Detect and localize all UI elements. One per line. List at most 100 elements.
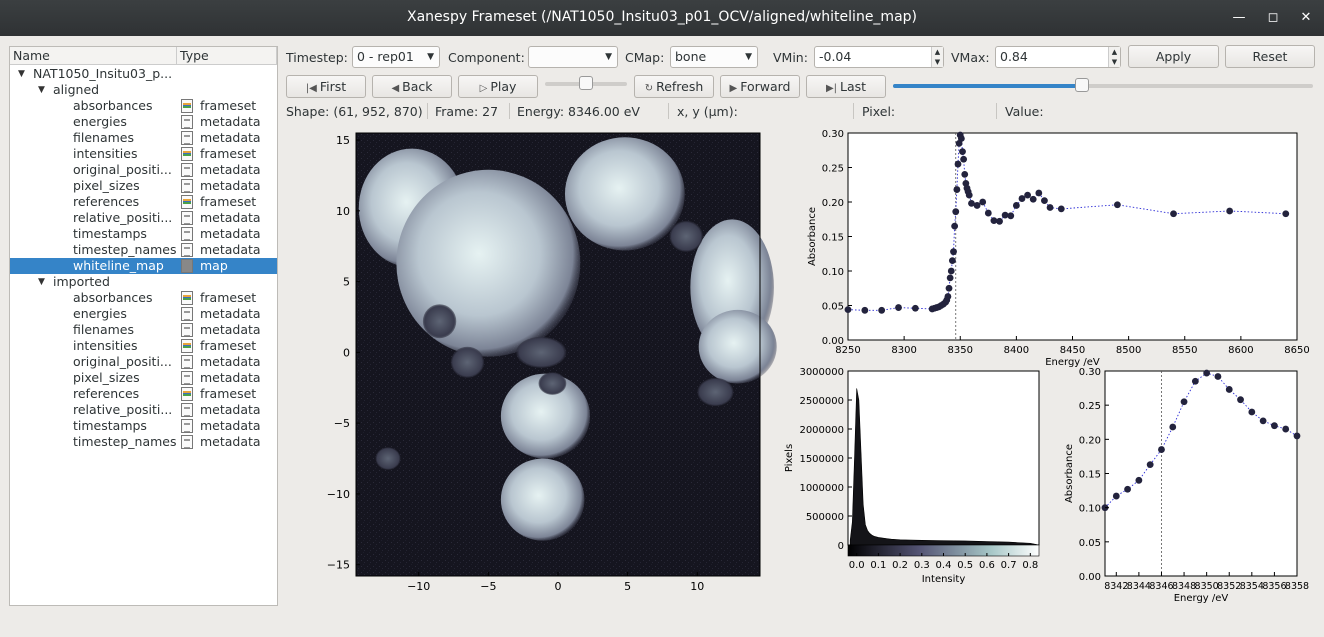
particle — [690, 219, 774, 356]
data-point — [968, 199, 975, 207]
play-button[interactable]: ▷ Play — [458, 75, 538, 98]
expand-arrow-icon[interactable]: ▼ — [38, 85, 45, 95]
cmap-select[interactable]: bone ▼ — [670, 46, 758, 68]
tree-row[interactable]: ▼ aligned — [10, 82, 277, 98]
vmax-spinbox[interactable]: 0.84 ▲ ▼ — [995, 46, 1121, 68]
tree-row[interactable]: ▼ imported — [10, 274, 277, 290]
metadata-icon — [181, 323, 193, 337]
window-title: Xanespy Frameset (/NAT1050_Insitu03_p01_… — [407, 9, 917, 25]
component-select[interactable]: ▼ — [528, 46, 618, 68]
close-icon[interactable]: ✕ — [1300, 10, 1312, 25]
reset-button[interactable]: Reset — [1225, 45, 1315, 68]
metadata-icon — [181, 355, 193, 369]
tree-item-label: original_positi... — [73, 354, 172, 369]
y-tick-label: 0.15 — [822, 233, 844, 244]
maximize-icon[interactable]: ◻ — [1267, 10, 1279, 25]
forward-button[interactable]: ▶ Forward — [720, 75, 800, 98]
tree-row[interactable]: references frameset — [10, 386, 277, 402]
tree-row[interactable]: timestamps metadata — [10, 418, 277, 434]
tree-row[interactable]: original_positi... metadata — [10, 354, 277, 370]
data-point — [1029, 195, 1037, 203]
tree-item-type: metadata — [200, 178, 261, 193]
data-point — [1226, 207, 1234, 215]
x-tick-label: 8500 — [1116, 345, 1141, 356]
y-axis-label: Pixels — [784, 444, 795, 472]
apply-button[interactable]: Apply — [1128, 45, 1219, 68]
colorbar — [847, 544, 1040, 557]
map-background — [356, 133, 760, 576]
vmin-spinbox[interactable]: -0.04 ▲ ▼ — [814, 46, 944, 68]
play-label: Play — [490, 79, 517, 94]
expand-arrow-icon[interactable]: ▼ — [38, 277, 45, 287]
spin-arrows-icon[interactable]: ▲ ▼ — [931, 47, 943, 67]
forward-icon: ▶ — [729, 83, 738, 94]
data-point — [996, 217, 1003, 225]
whiteline-map-plot[interactable]: −10 −5 0 5 10 15 10 5 0 −5 −10 −15 — [327, 132, 777, 593]
tree-row[interactable]: original_positi... metadata — [10, 162, 277, 178]
tree-item-label: NAT1050_Insitu03_p... — [33, 66, 173, 81]
column-header-name[interactable]: Name — [10, 47, 177, 65]
tree-row[interactable]: energies metadata — [10, 306, 277, 322]
cmap-label: CMap: — [625, 50, 665, 65]
last-button[interactable]: ▶| Last — [806, 75, 886, 98]
timestep-select[interactable]: 0 - rep01 ▼ — [352, 46, 440, 68]
speed-slider[interactable] — [545, 76, 627, 90]
data-point — [1101, 504, 1109, 512]
tree-item-label: pixel_sizes — [73, 178, 140, 193]
tree-row[interactable]: pixel_sizes metadata — [10, 370, 277, 386]
data-point — [1024, 191, 1031, 199]
tree-item-type: frameset — [200, 98, 257, 113]
tree-item-label: aligned — [53, 82, 100, 97]
map-y-tick-label: 0 — [343, 346, 350, 359]
tree-item-label: timestep_names — [73, 242, 177, 257]
last-label: Last — [840, 79, 867, 94]
expand-arrow-icon[interactable]: ▼ — [18, 69, 25, 79]
tree-row[interactable]: relative_positi... metadata — [10, 402, 277, 418]
data-point — [1012, 202, 1020, 209]
tree-row[interactable]: filenames metadata — [10, 322, 277, 338]
frame-slider-handle[interactable] — [1075, 78, 1089, 92]
tree-item-label: references — [73, 194, 140, 209]
x-tick-label: 8250 — [835, 345, 860, 356]
tree-item-type: metadata — [200, 434, 261, 449]
tree-row[interactable]: ▼ NAT1050_Insitu03_p... — [10, 66, 277, 82]
tree-row[interactable]: pixel_sizes metadata — [10, 178, 277, 194]
tree-row-selected[interactable]: whiteline_map map — [10, 258, 277, 274]
tree-row[interactable]: absorbances frameset — [10, 290, 277, 306]
last-icon: ▶| — [825, 83, 837, 94]
map-y-tick-label: −5 — [334, 417, 350, 430]
vmax-value: 0.84 — [1000, 49, 1028, 64]
tree-row[interactable]: timestep_names metadata — [10, 434, 277, 450]
tree-item-type: metadata — [200, 226, 261, 241]
data-point — [1170, 210, 1177, 218]
tree-item-type: metadata — [200, 130, 261, 145]
column-header-type[interactable]: Type — [177, 47, 277, 65]
hdf-tree[interactable]: Name Type ▼ NAT1050_Insitu03_p... ▼ aligned… — [9, 46, 278, 606]
frame-slider[interactable] — [893, 78, 1313, 92]
data-point — [935, 303, 943, 311]
refresh-button[interactable]: ↻ Refresh — [634, 75, 714, 98]
tree-row[interactable]: references frameset — [10, 194, 277, 210]
tree-row[interactable]: intensities frameset — [10, 338, 277, 354]
tree-row[interactable]: intensities frameset — [10, 146, 277, 162]
tree-row[interactable]: timestep_names metadata — [10, 242, 277, 258]
tree-item-label: energies — [73, 306, 127, 321]
first-button[interactable]: |◀ First — [286, 75, 366, 98]
tree-row[interactable]: filenames metadata — [10, 130, 277, 146]
particle — [564, 137, 685, 251]
tree-row[interactable]: relative_positi... metadata — [10, 210, 277, 226]
data-point — [942, 298, 950, 306]
back-button[interactable]: ◀ Back — [372, 75, 452, 98]
x-axis-label: Intensity — [922, 574, 966, 585]
tree-row[interactable]: energies metadata — [10, 114, 277, 130]
particle — [500, 373, 591, 459]
metadata-icon — [181, 371, 193, 385]
spin-arrows-icon[interactable]: ▲ ▼ — [1108, 47, 1120, 67]
tree-row[interactable]: absorbances frameset — [10, 98, 277, 114]
speed-slider-handle[interactable] — [579, 76, 593, 90]
particle — [500, 458, 585, 541]
minimize-icon[interactable]: — — [1232, 10, 1246, 25]
tree-row[interactable]: timestamps metadata — [10, 226, 277, 242]
status-separator — [853, 103, 854, 119]
